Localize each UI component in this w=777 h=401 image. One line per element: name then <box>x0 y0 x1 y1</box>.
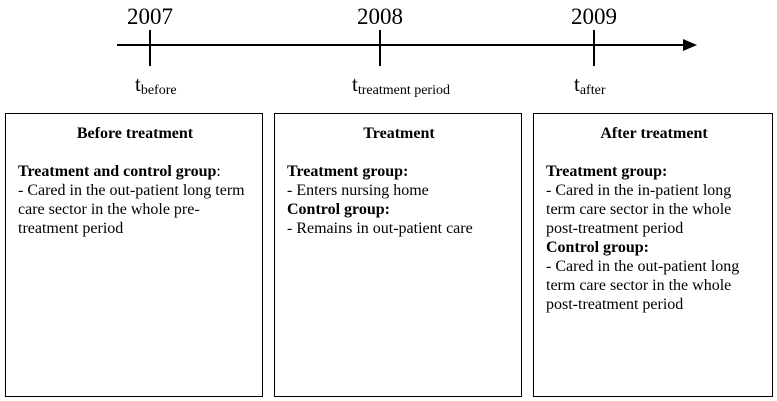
year-label: 2007 <box>127 4 173 29</box>
group-heading-line: Treatment group: <box>287 162 511 181</box>
time-label: ttreatment period <box>352 72 450 99</box>
time-symbol: t <box>574 72 580 96</box>
group-heading-line: Treatment and control group: <box>18 162 252 181</box>
phase-box: After treatment Treatment group: - Cared i… <box>533 113 773 397</box>
time-label: tbefore <box>135 72 177 99</box>
time-subscript: after <box>579 83 606 98</box>
group-heading: Control group: <box>287 201 390 218</box>
group-description: - Cared in the in-patient long term care… <box>546 182 732 237</box>
phase-box: Before treatment Treatment and control gr… <box>5 113 263 397</box>
group-heading: Treatment group: <box>546 163 668 180</box>
time-subscript: treatment period <box>357 83 450 98</box>
group-description: - Cared in the out-patient long term car… <box>18 182 245 237</box>
group-heading-line: Control group: <box>287 200 511 219</box>
group-description: - Remains in out-patient care <box>287 220 473 237</box>
group-description: - Enters nursing home <box>287 182 429 199</box>
time-symbol: t <box>352 72 358 96</box>
group-heading: Treatment group: <box>287 163 409 180</box>
time-label: tafter <box>574 72 606 99</box>
group-heading: Control group: <box>546 239 649 256</box>
box-title: Before treatment <box>76 125 194 142</box>
box-title: Treatment <box>363 125 435 142</box>
box-title: After treatment <box>600 125 708 142</box>
group-heading-line: Treatment group: <box>546 162 762 181</box>
timeline <box>117 30 697 66</box>
time-symbol: t <box>135 72 141 96</box>
phase-box: Treatment Treatment group: - Enters nursin… <box>274 113 522 397</box>
heading-suffix: : <box>216 163 221 180</box>
timeline-arrow <box>683 39 697 51</box>
year-label: 2009 <box>571 4 617 29</box>
group-description: - Cared in the out-patient long term car… <box>546 258 740 313</box>
year-label: 2008 <box>357 4 403 29</box>
time-subscript: before <box>140 83 177 98</box>
group-heading-line: Control group: <box>546 238 762 257</box>
group-heading: Treatment and control group <box>18 163 217 180</box>
